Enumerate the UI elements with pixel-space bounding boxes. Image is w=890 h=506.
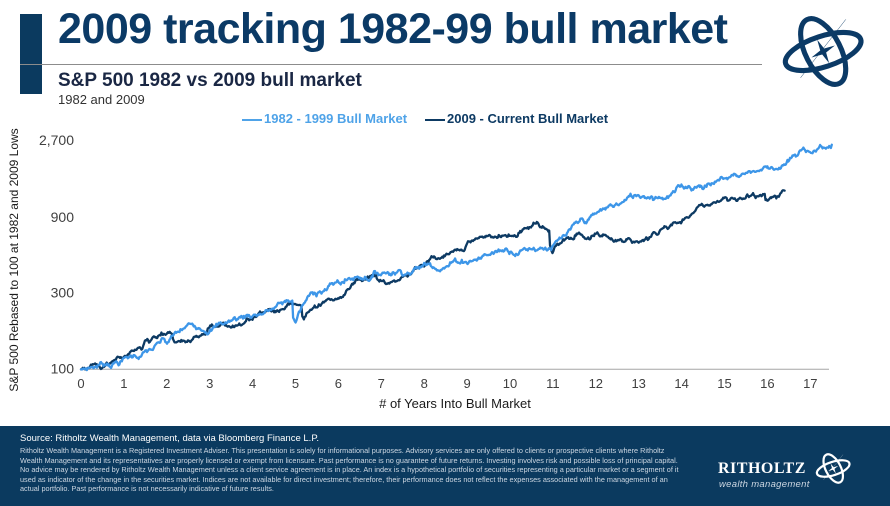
svg-text:3: 3 xyxy=(206,376,213,391)
svg-text:15: 15 xyxy=(717,376,731,391)
svg-text:7: 7 xyxy=(378,376,385,391)
svg-text:11: 11 xyxy=(546,376,560,391)
svg-text:2,700: 2,700 xyxy=(39,132,74,148)
svg-text:5: 5 xyxy=(292,376,299,391)
svg-text:1: 1 xyxy=(120,376,127,391)
svg-text:S&P 500 Rebased to 100 at 1982: S&P 500 Rebased to 100 at 1982 and 2009 … xyxy=(7,128,21,391)
svg-text:0: 0 xyxy=(77,376,84,391)
svg-text:300: 300 xyxy=(51,284,75,300)
svg-text:9: 9 xyxy=(463,376,470,391)
svg-text:100: 100 xyxy=(51,361,75,377)
svg-text:13: 13 xyxy=(631,376,645,391)
svg-text:17: 17 xyxy=(803,376,817,391)
svg-text:16: 16 xyxy=(760,376,774,391)
svg-text:6: 6 xyxy=(335,376,342,391)
svg-text:10: 10 xyxy=(503,376,517,391)
svg-text:900: 900 xyxy=(51,209,75,225)
svg-text:2: 2 xyxy=(163,376,170,391)
svg-text:4: 4 xyxy=(249,376,256,391)
svg-text:# of Years Into Bull Market: # of Years Into Bull Market xyxy=(379,396,531,411)
svg-text:12: 12 xyxy=(589,376,603,391)
svg-text:14: 14 xyxy=(674,376,688,391)
svg-text:8: 8 xyxy=(421,376,428,391)
